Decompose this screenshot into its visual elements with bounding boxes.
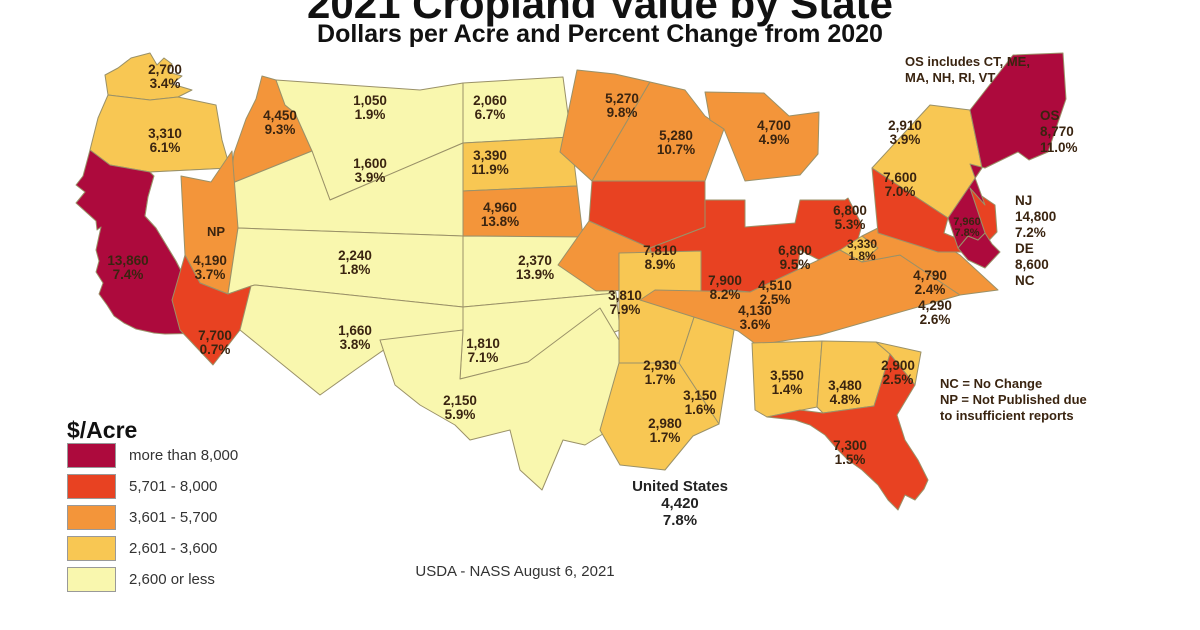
svg-text:1.6%: 1.6% — [685, 402, 716, 417]
svg-text:11.0%: 11.0% — [1040, 140, 1078, 155]
svg-text:2,240: 2,240 — [338, 248, 372, 263]
svg-text:7.4%: 7.4% — [113, 267, 144, 282]
svg-text:7.1%: 7.1% — [468, 350, 499, 365]
svg-text:8,600: 8,600 — [1015, 257, 1049, 272]
svg-text:7,900: 7,900 — [708, 273, 742, 288]
svg-text:1,660: 1,660 — [338, 323, 372, 338]
svg-text:3,480: 3,480 — [828, 378, 862, 393]
svg-text:6.1%: 6.1% — [150, 140, 181, 155]
svg-text:2,910: 2,910 — [888, 118, 922, 133]
svg-text:MA, NH, RI, VT: MA, NH, RI, VT — [905, 70, 995, 85]
svg-text:NP = Not Published due: NP = Not Published due — [940, 392, 1087, 407]
svg-text:1.7%: 1.7% — [650, 430, 681, 445]
svg-text:2,700: 2,700 — [148, 62, 182, 77]
svg-text:1.8%: 1.8% — [848, 249, 876, 263]
svg-text:9.8%: 9.8% — [607, 105, 638, 120]
svg-text:7.2%: 7.2% — [1015, 225, 1046, 240]
svg-text:3,150: 3,150 — [683, 388, 717, 403]
svg-text:2.5%: 2.5% — [883, 372, 914, 387]
svg-text:1,810: 1,810 — [466, 336, 500, 351]
svg-text:8,770: 8,770 — [1040, 124, 1074, 139]
svg-text:4,790: 4,790 — [913, 268, 947, 283]
svg-text:14,800: 14,800 — [1015, 209, 1056, 224]
svg-text:DE: DE — [1015, 241, 1034, 256]
svg-text:1.9%: 1.9% — [355, 107, 386, 122]
svg-text:5,280: 5,280 — [659, 128, 693, 143]
svg-text:7.0%: 7.0% — [885, 184, 916, 199]
svg-text:2,150: 2,150 — [443, 393, 477, 408]
svg-text:1.8%: 1.8% — [340, 262, 371, 277]
svg-text:7.9%: 7.9% — [610, 302, 641, 317]
svg-text:5.9%: 5.9% — [445, 407, 476, 422]
svg-text:2,980: 2,980 — [648, 416, 682, 431]
svg-text:1,050: 1,050 — [353, 93, 387, 108]
svg-text:7,300: 7,300 — [833, 438, 867, 453]
svg-text:4,130: 4,130 — [738, 303, 772, 318]
svg-text:4,190: 4,190 — [193, 253, 227, 268]
svg-text:4.8%: 4.8% — [830, 392, 861, 407]
svg-text:3.8%: 3.8% — [340, 337, 371, 352]
svg-text:13,860: 13,860 — [107, 253, 148, 268]
svg-text:3,390: 3,390 — [473, 148, 507, 163]
svg-text:0.7%: 0.7% — [200, 342, 231, 357]
svg-text:3.4%: 3.4% — [150, 76, 181, 91]
svg-text:8.9%: 8.9% — [645, 257, 676, 272]
svg-text:6,800: 6,800 — [778, 243, 812, 258]
svg-text:4,700: 4,700 — [757, 118, 791, 133]
svg-text:NJ: NJ — [1015, 193, 1032, 208]
svg-text:2.6%: 2.6% — [920, 312, 951, 327]
svg-text:10.7%: 10.7% — [657, 142, 695, 157]
svg-text:6.7%: 6.7% — [475, 107, 506, 122]
svg-text:13.9%: 13.9% — [516, 267, 554, 282]
svg-text:9.3%: 9.3% — [265, 122, 296, 137]
svg-text:4,450: 4,450 — [263, 108, 297, 123]
svg-text:1.5%: 1.5% — [835, 452, 866, 467]
svg-text:OS: OS — [1040, 108, 1060, 123]
svg-text:5,270: 5,270 — [605, 91, 639, 106]
svg-text:7.8%: 7.8% — [954, 227, 979, 239]
svg-text:3,550: 3,550 — [770, 368, 804, 383]
svg-text:NC = No Change: NC = No Change — [940, 376, 1042, 391]
svg-text:4,960: 4,960 — [483, 200, 517, 215]
svg-text:7,810: 7,810 — [643, 243, 677, 258]
svg-text:6,800: 6,800 — [833, 203, 867, 218]
svg-text:7,600: 7,600 — [883, 170, 917, 185]
svg-text:4.9%: 4.9% — [759, 132, 790, 147]
svg-text:7,700: 7,700 — [198, 328, 232, 343]
svg-text:3.7%: 3.7% — [195, 267, 226, 282]
svg-text:3.9%: 3.9% — [355, 170, 386, 185]
svg-text:2,060: 2,060 — [473, 93, 507, 108]
svg-text:8.2%: 8.2% — [710, 287, 741, 302]
svg-text:2.4%: 2.4% — [915, 282, 946, 297]
svg-text:3,810: 3,810 — [608, 288, 642, 303]
svg-text:9.5%: 9.5% — [780, 257, 811, 272]
svg-text:2,900: 2,900 — [881, 358, 915, 373]
svg-text:2,930: 2,930 — [643, 358, 677, 373]
svg-text:11.9%: 11.9% — [471, 162, 509, 177]
svg-text:1.4%: 1.4% — [772, 382, 803, 397]
svg-text:13.8%: 13.8% — [481, 214, 519, 229]
svg-text:1.7%: 1.7% — [645, 372, 676, 387]
svg-text:4,290: 4,290 — [918, 298, 952, 313]
svg-text:3.9%: 3.9% — [890, 132, 921, 147]
svg-text:2,370: 2,370 — [518, 253, 552, 268]
svg-text:1,600: 1,600 — [353, 156, 387, 171]
svg-text:NP: NP — [207, 224, 225, 239]
svg-text:to insufficient reports: to insufficient reports — [940, 408, 1074, 423]
svg-text:NC: NC — [1015, 273, 1035, 288]
svg-text:3,310: 3,310 — [148, 126, 182, 141]
svg-text:3.6%: 3.6% — [740, 317, 771, 332]
svg-text:OS includes CT, ME,: OS includes CT, ME, — [905, 54, 1030, 69]
svg-text:5.3%: 5.3% — [835, 217, 866, 232]
svg-text:4,510: 4,510 — [758, 278, 792, 293]
